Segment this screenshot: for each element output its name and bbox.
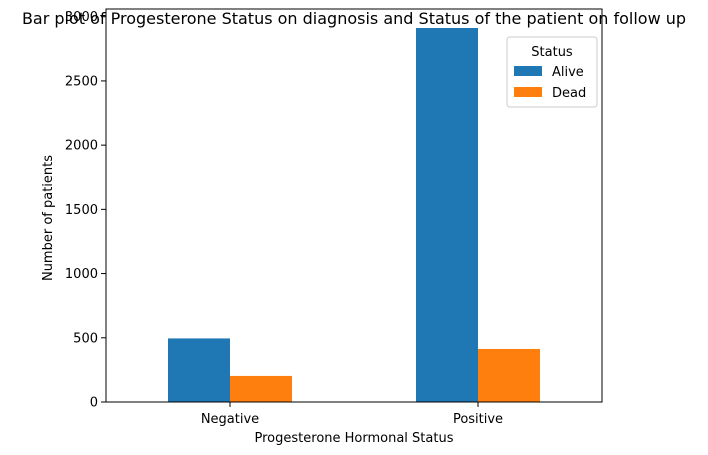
y-tick-label: 2000 [65, 139, 98, 154]
x-axis-label: Progesterone Hormonal Status [255, 431, 454, 446]
y-tick-label: 500 [73, 331, 98, 346]
y-tick-label: 1500 [65, 203, 98, 218]
bar-dead-negative [230, 375, 292, 402]
plot-frame [105, 8, 603, 403]
bars-group [168, 28, 540, 402]
bar-alive-positive [416, 28, 478, 402]
legend-swatch-dead [514, 87, 542, 97]
legend-label-dead: Dead [552, 86, 586, 101]
legend-swatch-alive [514, 66, 542, 76]
legend-label-alive: Alive [552, 65, 584, 80]
y-tick-label: 0 [90, 396, 98, 411]
y-tick-label: 1000 [65, 267, 98, 282]
chart-title: Bar plot of Progesterone Status on diagn… [22, 9, 686, 28]
legend-title: Status [531, 45, 573, 60]
bar-dead-positive [478, 348, 540, 402]
y-tick-label: 3000 [65, 10, 98, 25]
bar-alive-negative [168, 338, 230, 402]
y-tick-label: 2500 [65, 74, 98, 89]
y-axis: 0 500 1000 1500 2000 2500 3000 [65, 10, 106, 411]
legend: Status Alive Dead [506, 36, 598, 108]
x-axis: Negative Positive [201, 402, 503, 427]
y-axis-label: Number of patients [41, 155, 56, 281]
x-tick-label-positive: Positive [453, 412, 503, 427]
x-tick-label-negative: Negative [201, 412, 259, 427]
